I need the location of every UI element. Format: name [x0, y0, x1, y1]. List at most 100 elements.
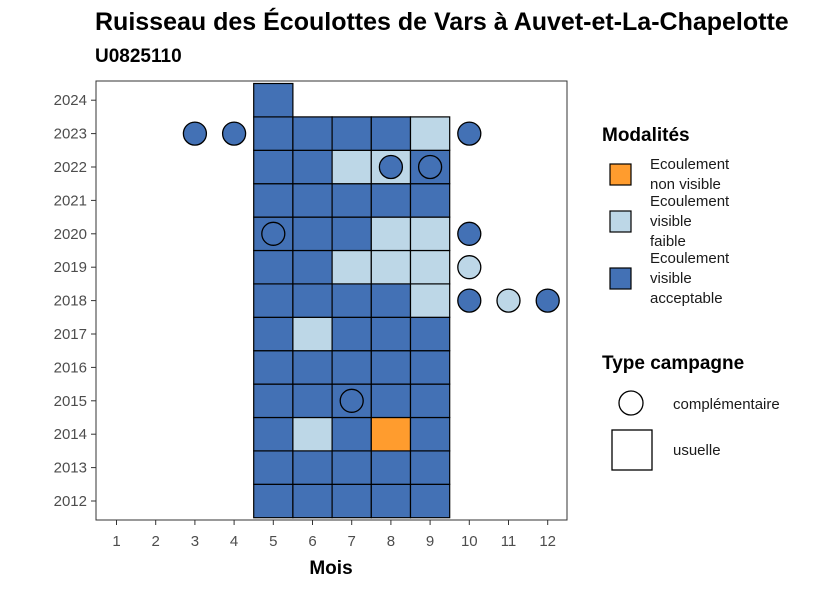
point-2019-10: [457, 255, 482, 280]
point-2020-10: [457, 221, 482, 246]
tile-2012-9: [409, 483, 451, 519]
point-2018-10: [457, 288, 482, 313]
tile-2019-7: [331, 249, 372, 285]
tile-2022-5: [253, 149, 294, 185]
tile-2013-8: [370, 450, 412, 485]
tile-2013-9: [409, 450, 451, 485]
tile-2017-9: [409, 316, 451, 352]
y-tick-label-2024: 2024: [54, 92, 87, 109]
tile-2019-6: [292, 249, 333, 285]
y-tick-label-2014: 2014: [54, 426, 87, 443]
tile-2018-5: [253, 283, 294, 318]
chart-subtitle: U0825110: [95, 46, 182, 67]
tile-2021-5: [253, 183, 294, 218]
tile-2023-5: [253, 116, 294, 151]
y-tick-label-2015: 2015: [54, 393, 87, 410]
tile-2018-8: [370, 283, 412, 318]
legend-label-non_visible-line-1: Ecoulement: [650, 156, 730, 173]
point-2023-10: [457, 121, 482, 146]
y-tick-label-2018: 2018: [54, 293, 87, 310]
tile-2017-7: [331, 316, 372, 352]
tile-2014-6: [292, 416, 333, 452]
plot-area: [182, 82, 560, 519]
tile-2019-5: [253, 249, 294, 285]
tile-2012-6: [292, 483, 333, 519]
tile-2012-5: [253, 483, 294, 519]
x-tick-label-9: 9: [426, 533, 434, 550]
tile-2018-6: [292, 283, 333, 318]
tile-2023-7: [331, 116, 372, 151]
legend-key-acceptable: [609, 267, 632, 290]
tile-2021-6: [292, 183, 333, 218]
tile-2016-5: [253, 350, 294, 385]
tile-2014-8: [370, 416, 412, 452]
tile-2015-5: [253, 383, 294, 419]
y-tick-label-2023: 2023: [54, 126, 87, 143]
tile-2016-9: [409, 350, 451, 385]
x-tick-label-2: 2: [152, 533, 160, 550]
tile-2022-7: [331, 149, 372, 185]
tile-2014-5: [253, 416, 294, 452]
tile-2024-5: [253, 82, 294, 118]
tile-2021-8: [370, 183, 412, 218]
point-2020-5: [261, 221, 286, 246]
legend-label-faible-line-2: visible: [650, 213, 692, 230]
tile-2017-6: [292, 316, 333, 352]
tile-2016-8: [370, 350, 412, 385]
x-axis-title: Mois: [309, 558, 352, 579]
tile-2021-9: [409, 183, 451, 218]
point-2023-3: [182, 121, 208, 146]
tile-2014-9: [409, 416, 451, 452]
legend-label-acceptable-line-2: visible: [650, 270, 692, 287]
legend-label-usuelle: usuelle: [673, 442, 721, 459]
point-2022-8: [378, 154, 404, 180]
tile-2015-9: [409, 383, 451, 419]
tile-2017-5: [253, 316, 294, 352]
legend-campagne-title: Type campagne: [602, 353, 744, 374]
legend-label-acceptable-line-1: Ecoulement: [650, 250, 730, 267]
x-tick-label-4: 4: [230, 533, 238, 550]
x-tick-label-8: 8: [387, 533, 395, 550]
tile-2015-8: [370, 383, 412, 419]
tile-2019-8: [370, 249, 412, 285]
point-2018-12: [535, 288, 560, 313]
legend-key-usuelle: [611, 429, 653, 471]
tile-2013-7: [331, 450, 372, 485]
x-tick-label-7: 7: [348, 533, 356, 550]
tile-2018-9: [409, 283, 451, 318]
tile-2019-9: [409, 249, 451, 285]
x-tick-label-11: 11: [501, 533, 517, 550]
legend-key-non_visible: [609, 163, 632, 186]
tile-2017-8: [370, 316, 412, 352]
axes: 1 2 3 4 5 6 7 8 9 10 11 122012201320142015201620172…: [54, 80, 568, 550]
tile-2023-6: [292, 116, 333, 151]
y-tick-label-2019: 2019: [54, 259, 87, 276]
legend-key-faible: [609, 210, 632, 233]
legend-modalites-title: Modalités: [602, 125, 690, 146]
tile-2021-7: [331, 183, 372, 218]
tile-2013-6: [292, 450, 333, 485]
point-2023-4: [221, 121, 247, 146]
legend-key-complementaire: [618, 390, 644, 416]
legend-label-non_visible-line-2: non visible: [650, 176, 721, 193]
legend-label-faible-line-1: Ecoulement: [650, 193, 730, 210]
tile-2016-7: [331, 350, 372, 385]
y-tick-label-2021: 2021: [54, 192, 87, 209]
y-tick-label-2012: 2012: [54, 493, 87, 510]
tile-2022-6: [292, 149, 333, 185]
point-2018-11: [496, 288, 521, 313]
tile-2020-8: [370, 216, 412, 252]
x-tick-label-5: 5: [269, 533, 277, 550]
y-tick-label-2022: 2022: [54, 159, 87, 176]
x-tick-label-12: 12: [539, 533, 556, 550]
chart-title: Ruisseau des Écoulottes de Vars à Auvet-…: [95, 8, 789, 36]
tile-2020-9: [409, 216, 451, 252]
tile-2020-6: [292, 216, 333, 252]
y-tick-label-2016: 2016: [54, 359, 87, 376]
tile-2013-5: [253, 450, 294, 485]
tile-2016-6: [292, 350, 333, 385]
tile-2012-7: [331, 483, 372, 519]
x-tick-label-3: 3: [191, 533, 199, 550]
legend-label-complementaire: complémentaire: [673, 396, 780, 413]
